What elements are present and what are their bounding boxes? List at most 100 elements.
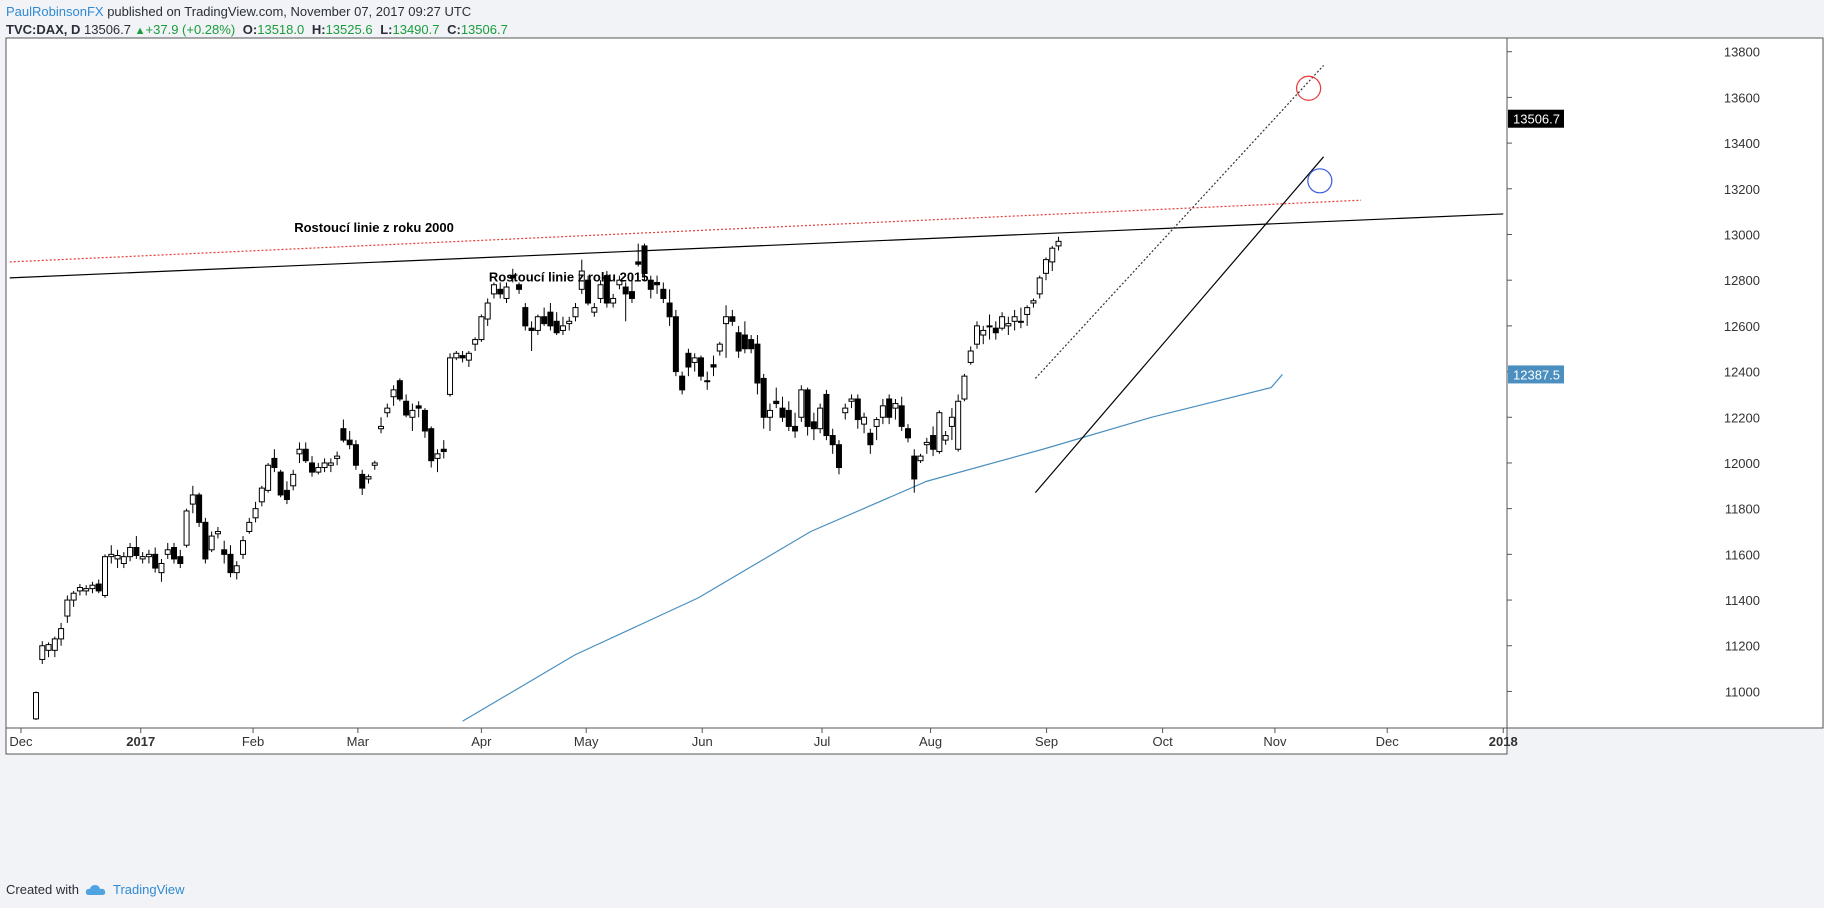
candle-body [622, 286, 629, 295]
candle-body [321, 462, 328, 469]
candle-body [917, 455, 924, 462]
candle-body [221, 549, 228, 555]
candle-body [409, 409, 416, 418]
y-tick-label: 12000 [1724, 456, 1760, 471]
candle-body [1005, 323, 1012, 327]
x-tick-label: Jun [692, 734, 713, 749]
candle-body [58, 628, 65, 640]
x-tick-label: Feb [242, 734, 264, 749]
candle-body [559, 325, 566, 331]
y-tick-label: 11600 [1725, 547, 1760, 562]
candle-body [697, 357, 704, 377]
candle-body [616, 279, 623, 286]
candle-body [334, 455, 341, 459]
symbol-ohlc-line: TVC:DAX, D 13506.7 ▲+37.9 (+0.28%) O:135… [6, 22, 508, 37]
candle-body [578, 270, 585, 290]
high-value: 13525.6 [325, 22, 373, 37]
candle-body [208, 535, 215, 551]
x-tick-label: Dec [9, 734, 33, 749]
candle-body [158, 562, 165, 574]
candle-body [798, 389, 805, 418]
candle-body [779, 407, 786, 418]
candle-body [610, 297, 617, 304]
candle-body [835, 444, 842, 469]
time-axis [5, 727, 1508, 755]
candle-body [164, 549, 171, 555]
candle-body [95, 583, 102, 592]
annotation-label: Rostoucí linie z roku 2015 [489, 269, 649, 284]
candle-body [980, 329, 987, 336]
candle-body [773, 400, 780, 405]
candle-body [365, 476, 372, 480]
candle-body [566, 320, 573, 325]
candle-body [371, 462, 378, 466]
candle-body [685, 352, 692, 368]
candle-body [817, 407, 824, 430]
candle-body [202, 521, 209, 560]
candle-body [403, 400, 410, 416]
candle-body [597, 284, 604, 299]
author-link[interactable]: PaulRobinsonFX [6, 4, 104, 19]
open-value: 13518.0 [257, 22, 305, 37]
publication-line: PaulRobinsonFX published on TradingView.… [6, 4, 471, 19]
triangle-up-icon: ▲ [134, 25, 146, 37]
low-value: 13490.7 [392, 22, 440, 37]
candle-body [628, 291, 635, 299]
candle-body [196, 494, 203, 523]
candle-body [572, 307, 579, 318]
candle-body [873, 419, 880, 427]
candle-body [867, 432, 874, 446]
tradingview-link[interactable]: TradingView [112, 882, 185, 897]
candle-body [672, 316, 679, 373]
candle-body [108, 553, 115, 558]
trendline-channel-top [1034, 65, 1325, 379]
y-tick-label: 13600 [1724, 90, 1760, 105]
candle-body [1017, 320, 1024, 323]
candle-body [936, 412, 943, 453]
x-tick-label: Jul [814, 734, 831, 749]
candle-body [553, 320, 560, 334]
candle-body [315, 467, 322, 473]
candle-body [120, 556, 127, 564]
candle-body [898, 405, 905, 427]
candle-body [139, 556, 146, 560]
candle-body [240, 540, 247, 555]
candle-body [465, 352, 472, 361]
candle-body [459, 355, 466, 359]
red-circle-marker [1296, 75, 1322, 101]
candle-body [516, 284, 523, 290]
candle-body [1030, 300, 1037, 304]
last-price-badge [1508, 109, 1564, 128]
candle-body [252, 508, 259, 519]
candle-body [930, 435, 937, 450]
candle-body [723, 316, 730, 325]
x-tick-label: Sep [1035, 734, 1058, 749]
candle-body [484, 302, 491, 320]
candle-body [792, 425, 799, 432]
candle-body [33, 692, 39, 720]
change-value: +37.9 (+0.28%) [145, 22, 236, 37]
candle-body [447, 357, 454, 395]
y-tick-label: 13400 [1724, 136, 1760, 151]
trendline-line-2000 [9, 199, 1362, 263]
candle-body [547, 311, 554, 327]
open-label: O: [242, 22, 258, 37]
candle-body [327, 462, 334, 466]
candle-body [309, 462, 316, 473]
candle-body [265, 464, 272, 491]
high-label: H: [311, 22, 326, 37]
candle-body [70, 592, 77, 601]
candle-body [89, 584, 96, 590]
candle-body [490, 284, 497, 295]
candle-body [641, 245, 648, 274]
candle-body [428, 428, 435, 462]
candle-body [823, 393, 830, 437]
candle-body [992, 327, 999, 334]
candle-body [296, 448, 303, 455]
candle-body [741, 334, 748, 350]
x-tick-label: May [574, 734, 599, 749]
candle-body [691, 357, 698, 363]
candle-body [227, 553, 234, 574]
candle-body [359, 473, 366, 489]
